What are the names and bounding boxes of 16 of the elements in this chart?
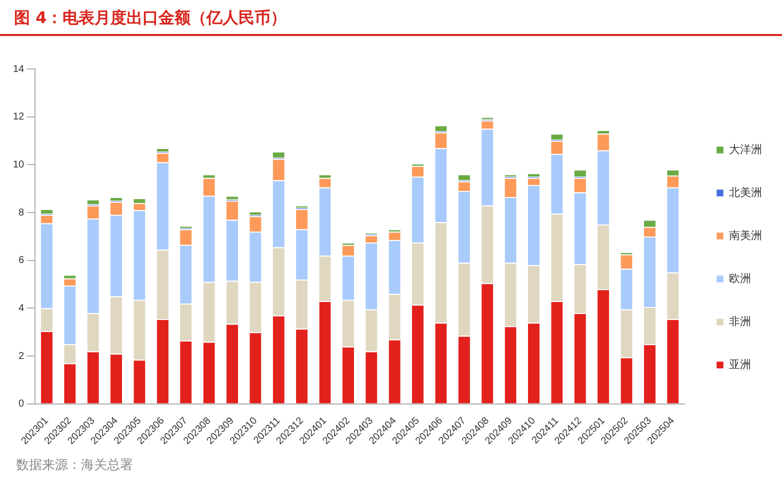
legend-label: 北美洲 [729, 186, 762, 200]
y-tick-label: 6 [18, 255, 25, 266]
legend-label: 非洲 [729, 315, 751, 328]
source-note: 数据来源：海关总署 [16, 457, 133, 474]
y-tick-label: 8 [18, 207, 25, 218]
legend-label: 大洋洲 [729, 143, 762, 156]
legend-label: 欧洲 [729, 272, 751, 286]
legend-label: 南美洲 [729, 229, 762, 242]
legend-label: 亚洲 [729, 358, 751, 372]
y-tick-label: 4 [18, 302, 25, 314]
y-tick-label: 0 [18, 398, 25, 410]
y-tick-label: 12 [13, 112, 25, 123]
y-tick-label: 10 [13, 159, 25, 170]
y-tick-label: 14 [13, 64, 25, 75]
y-tick-label: 2 [18, 350, 25, 362]
chart-title: 图 4：电表月度出口金额（亿人民币） [14, 8, 287, 29]
